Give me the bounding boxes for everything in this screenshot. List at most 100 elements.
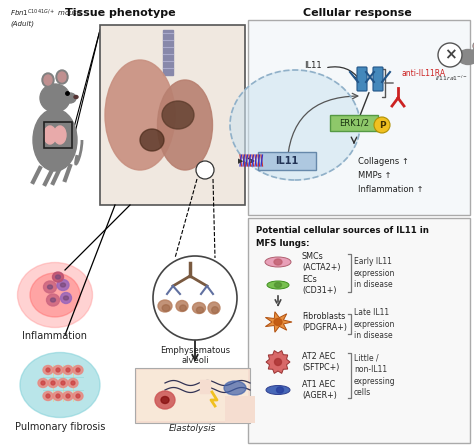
Text: Cellular response: Cellular response bbox=[302, 8, 411, 18]
FancyBboxPatch shape bbox=[330, 115, 378, 131]
Text: Late IL11
expression
in disease: Late IL11 expression in disease bbox=[354, 308, 395, 340]
Ellipse shape bbox=[44, 281, 56, 293]
Ellipse shape bbox=[76, 394, 80, 398]
Ellipse shape bbox=[53, 366, 63, 375]
Ellipse shape bbox=[458, 49, 474, 65]
Bar bbox=[137, 370, 248, 421]
Text: Fibroblasts
(PDGFRA+): Fibroblasts (PDGFRA+) bbox=[302, 312, 347, 332]
Ellipse shape bbox=[64, 296, 69, 300]
Ellipse shape bbox=[61, 283, 65, 287]
Ellipse shape bbox=[58, 379, 68, 388]
Ellipse shape bbox=[56, 394, 60, 398]
Circle shape bbox=[196, 161, 214, 179]
Bar bbox=[248, 20, 470, 215]
FancyBboxPatch shape bbox=[357, 67, 367, 91]
Ellipse shape bbox=[63, 366, 73, 375]
Ellipse shape bbox=[54, 126, 66, 144]
Bar bbox=[100, 25, 245, 205]
Bar bbox=[135, 368, 250, 423]
Ellipse shape bbox=[230, 70, 360, 180]
Text: IL11: IL11 bbox=[304, 60, 322, 69]
Bar bbox=[44, 122, 72, 148]
Ellipse shape bbox=[192, 302, 206, 314]
Ellipse shape bbox=[105, 60, 175, 170]
Ellipse shape bbox=[155, 391, 175, 409]
FancyBboxPatch shape bbox=[373, 67, 383, 91]
Ellipse shape bbox=[46, 394, 50, 398]
Bar bbox=[225, 396, 255, 423]
Text: Collagens ↑
MMPs ↑
Inflammation ↑: Collagens ↑ MMPs ↑ Inflammation ↑ bbox=[358, 157, 423, 194]
Ellipse shape bbox=[42, 73, 54, 87]
Ellipse shape bbox=[274, 319, 282, 326]
Ellipse shape bbox=[196, 307, 203, 313]
Ellipse shape bbox=[73, 366, 83, 375]
Ellipse shape bbox=[48, 379, 58, 388]
Ellipse shape bbox=[274, 283, 282, 288]
Ellipse shape bbox=[266, 385, 290, 395]
Text: $Fbn1^{C1041G/+}$ mouse
(Adult): $Fbn1^{C1041G/+}$ mouse (Adult) bbox=[10, 8, 82, 27]
Ellipse shape bbox=[43, 366, 53, 375]
Text: Pulmonary fibrosis: Pulmonary fibrosis bbox=[15, 422, 105, 432]
Ellipse shape bbox=[66, 394, 70, 398]
Text: SMCs
(ACTA2+): SMCs (ACTA2+) bbox=[302, 252, 340, 272]
Ellipse shape bbox=[162, 305, 170, 311]
Ellipse shape bbox=[63, 392, 73, 401]
Ellipse shape bbox=[61, 381, 65, 385]
Polygon shape bbox=[265, 312, 292, 332]
Ellipse shape bbox=[473, 43, 474, 49]
Ellipse shape bbox=[51, 298, 55, 302]
Bar bbox=[163, 30, 173, 75]
Text: ▶: ▶ bbox=[237, 158, 243, 164]
Text: $Il11ra1^{-/-}$: $Il11ra1^{-/-}$ bbox=[436, 74, 469, 83]
Text: Potential cellular sources of IL11 in
MFS lungs:: Potential cellular sources of IL11 in MF… bbox=[256, 226, 429, 247]
Text: Little /
non-IL11
expressing
cells: Little / non-IL11 expressing cells bbox=[354, 354, 396, 397]
Circle shape bbox=[438, 43, 462, 67]
Ellipse shape bbox=[157, 80, 212, 170]
Ellipse shape bbox=[64, 93, 76, 103]
Circle shape bbox=[153, 256, 237, 340]
Ellipse shape bbox=[44, 126, 56, 144]
Text: Inflammation: Inflammation bbox=[22, 331, 88, 341]
Ellipse shape bbox=[61, 293, 72, 303]
Text: Early IL11
expression
in disease: Early IL11 expression in disease bbox=[354, 257, 395, 289]
Ellipse shape bbox=[57, 280, 69, 290]
Text: Emphysematous
alveoli: Emphysematous alveoli bbox=[160, 346, 230, 366]
Ellipse shape bbox=[180, 305, 186, 311]
Ellipse shape bbox=[33, 109, 77, 171]
Ellipse shape bbox=[274, 358, 282, 366]
Text: ×: × bbox=[444, 47, 456, 63]
Bar bbox=[248, 218, 470, 443]
Ellipse shape bbox=[53, 392, 63, 401]
Ellipse shape bbox=[20, 353, 100, 418]
Ellipse shape bbox=[267, 281, 289, 289]
Circle shape bbox=[374, 117, 390, 133]
Ellipse shape bbox=[18, 263, 92, 327]
Ellipse shape bbox=[40, 84, 70, 112]
Text: anti-IL11RA: anti-IL11RA bbox=[402, 69, 446, 78]
Ellipse shape bbox=[274, 259, 282, 265]
Ellipse shape bbox=[56, 368, 60, 372]
Bar bbox=[258, 152, 316, 170]
Ellipse shape bbox=[43, 392, 53, 401]
Ellipse shape bbox=[66, 368, 70, 372]
Ellipse shape bbox=[44, 75, 52, 85]
Text: Tissue phenotype: Tissue phenotype bbox=[64, 8, 175, 18]
Text: ECs
(CD31+): ECs (CD31+) bbox=[302, 275, 337, 295]
Ellipse shape bbox=[47, 285, 53, 289]
Ellipse shape bbox=[265, 257, 291, 267]
Ellipse shape bbox=[53, 272, 64, 282]
Ellipse shape bbox=[46, 294, 60, 306]
Text: P: P bbox=[379, 121, 385, 129]
Text: AT2 AEC
(SFTPC+): AT2 AEC (SFTPC+) bbox=[302, 352, 339, 372]
Ellipse shape bbox=[41, 381, 45, 385]
Ellipse shape bbox=[161, 396, 169, 404]
Ellipse shape bbox=[55, 275, 61, 279]
Ellipse shape bbox=[56, 70, 68, 84]
Ellipse shape bbox=[38, 379, 48, 388]
Ellipse shape bbox=[51, 381, 55, 385]
Ellipse shape bbox=[74, 95, 78, 99]
Ellipse shape bbox=[158, 300, 172, 312]
Ellipse shape bbox=[140, 129, 164, 151]
Ellipse shape bbox=[71, 381, 75, 385]
Ellipse shape bbox=[224, 381, 246, 395]
